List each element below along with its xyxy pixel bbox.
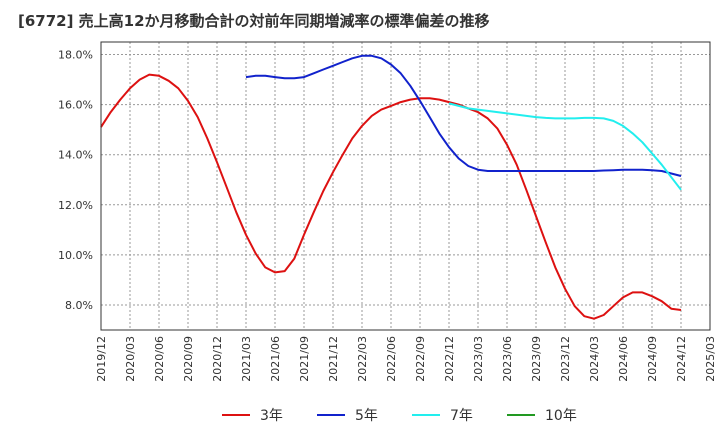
series-line-2 bbox=[448, 102, 682, 191]
y-tick-label: 10.0% bbox=[58, 249, 93, 262]
series-line-0 bbox=[100, 73, 682, 320]
legend-label-5y: 5年 bbox=[355, 408, 378, 424]
x-tick-label: 2024/09 bbox=[646, 336, 659, 382]
x-tick-labels: 2019/12 2020/03 2020/06 2020/09 2020/12 2021/… bbox=[95, 336, 717, 382]
x-tick-label: 2023/03 bbox=[472, 336, 485, 382]
x-tick-label: 2025/03 bbox=[704, 336, 717, 382]
series-lines bbox=[100, 54, 682, 320]
legend-item-5y: 5年 bbox=[317, 403, 378, 427]
x-tick-label: 2021/09 bbox=[298, 336, 311, 382]
legend-item-7y: 7年 bbox=[412, 403, 473, 427]
x-tick-label: 2023/09 bbox=[530, 336, 543, 382]
y-tick-label: 12.0% bbox=[58, 199, 93, 212]
plot-frame bbox=[100, 41, 711, 331]
legend-swatch-10y bbox=[507, 414, 535, 416]
x-tick-label: 2024/12 bbox=[675, 336, 688, 382]
legend-item-10y: 10年 bbox=[507, 403, 577, 427]
series-line-1 bbox=[245, 54, 682, 177]
x-tick-label: 2021/12 bbox=[327, 336, 340, 382]
x-tick-label: 2023/06 bbox=[501, 336, 514, 382]
x-tick-label: 2024/06 bbox=[617, 336, 630, 382]
x-tick-label: 2023/12 bbox=[559, 336, 572, 382]
x-tick-label: 2020/09 bbox=[182, 336, 195, 382]
legend-item-3y: 3年 bbox=[222, 403, 283, 427]
x-tick-label: 2020/03 bbox=[124, 336, 137, 382]
x-tick-label: 2022/09 bbox=[414, 336, 427, 382]
x-tick-label: 2024/03 bbox=[588, 336, 601, 382]
y-tick-label: 18.0% bbox=[58, 49, 93, 62]
legend-swatch-7y bbox=[412, 414, 440, 416]
legend: 3年 5年 7年 10年 bbox=[0, 403, 720, 427]
x-tick-label: 2020/06 bbox=[153, 336, 166, 382]
x-tick-label: 2022/12 bbox=[443, 336, 456, 382]
x-tick-label: 2022/06 bbox=[385, 336, 398, 382]
y-tick-labels: 8.0% 10.0% 12.0% 14.0% 16.0% 18.0% bbox=[58, 49, 93, 312]
legend-swatch-3y bbox=[222, 414, 250, 416]
y-tick-label: 14.0% bbox=[58, 149, 93, 162]
x-tick-label: 2020/12 bbox=[211, 336, 224, 382]
x-tick-label: 2021/06 bbox=[269, 336, 282, 382]
x-tick-label: 2022/03 bbox=[356, 336, 369, 382]
grid bbox=[101, 42, 710, 330]
legend-swatch-5y bbox=[317, 414, 345, 416]
x-tick-label: 2021/03 bbox=[240, 336, 253, 382]
legend-label-7y: 7年 bbox=[450, 408, 473, 424]
x-tick-label: 2019/12 bbox=[95, 336, 108, 382]
y-tick-label: 16.0% bbox=[58, 99, 93, 112]
legend-label-3y: 3年 bbox=[260, 408, 283, 424]
chart-title: [6772] 売上高12か月移動合計の対前年同期増減率の標準偏差の推移 bbox=[18, 12, 490, 30]
y-tick-label: 8.0% bbox=[65, 299, 93, 312]
legend-label-10y: 10年 bbox=[545, 408, 577, 424]
